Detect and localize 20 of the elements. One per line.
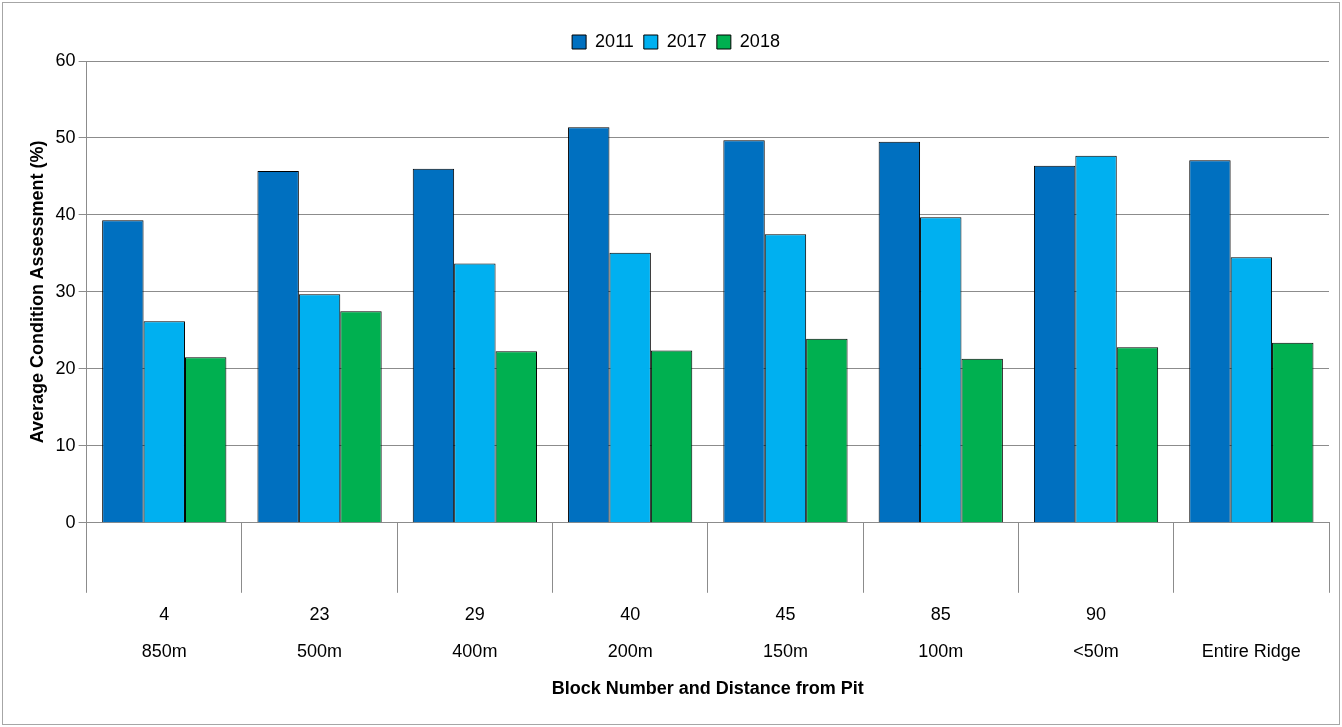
legend-label: 2018 xyxy=(739,30,780,51)
x-tick-label: 4 850m xyxy=(141,603,187,662)
x-tick-label: 40 200m xyxy=(607,603,653,662)
y-tick-label: 30 xyxy=(55,280,76,301)
y-tick-label: 20 xyxy=(55,357,76,378)
x-tick-label: 85 100m xyxy=(918,603,964,662)
y-tick-label: 40 xyxy=(55,203,76,224)
y-axis-title: Average Condition Assessment (%) xyxy=(26,140,47,444)
y-tick-label: 10 xyxy=(55,434,76,455)
x-tick-label: 45 150m xyxy=(762,603,808,662)
y-tick-label: 0 xyxy=(65,511,76,532)
x-axis-title: Block Number and Distance from Pit xyxy=(551,678,864,699)
x-tick-label: 29 400m xyxy=(452,603,498,662)
y-tick-label: 60 xyxy=(55,49,76,70)
legend-label: 2017 xyxy=(666,30,707,51)
y-tick-label: 50 xyxy=(55,126,76,147)
x-tick-label: 90 <50m xyxy=(1073,603,1119,662)
x-tick-label: 23 500m xyxy=(297,603,343,662)
legend-label: 2011 xyxy=(595,30,634,51)
x-tick-label: Entire Ridge xyxy=(1201,641,1301,662)
